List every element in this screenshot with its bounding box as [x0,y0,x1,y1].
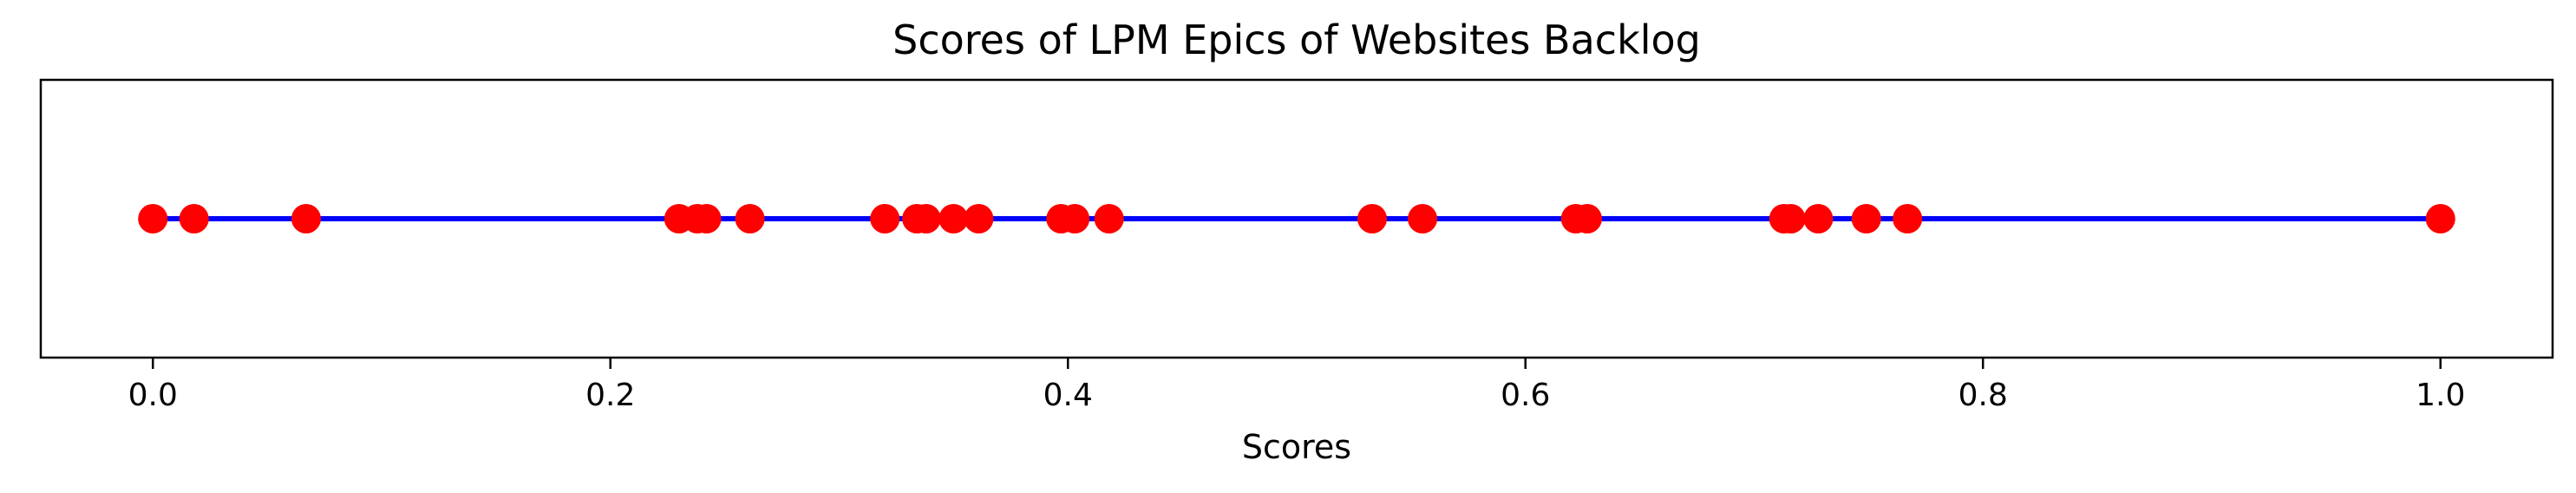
data-point [1803,204,1834,233]
data-point [938,204,969,233]
x-axis-ticks: 0.0 0.2 0.4 0.6 0.8 1.0 [128,358,2465,413]
data-point [1060,204,1090,233]
data-point [735,204,765,233]
x-tick-label: 1.0 [2416,378,2465,413]
x-axis-label: Scores [1242,428,1351,466]
x-tick-label: 0.8 [1958,378,2008,413]
plot-frame [39,78,2554,359]
data-point [1851,204,1881,233]
data-marks [138,204,2455,233]
x-tick-label: 0.6 [1500,378,1550,413]
data-point [1893,204,1923,233]
data-point [911,204,941,233]
chart-title: Scores of LPM Epics of Websites Backlog [892,16,1701,63]
data-point [870,204,900,233]
data-point [1572,204,1602,233]
data-point [964,204,994,233]
x-tick-label: 0.4 [1043,378,1093,413]
data-point [1775,204,1806,233]
x-tick-label: 0.2 [585,378,635,413]
data-point [1408,204,1438,233]
data-point [179,204,209,233]
data-point [2425,204,2455,233]
data-point [1357,204,1388,233]
data-point [138,204,168,233]
data-point [691,204,722,233]
x-tick-label: 0.0 [128,378,178,413]
data-point [1094,204,1124,233]
data-point [291,204,321,233]
